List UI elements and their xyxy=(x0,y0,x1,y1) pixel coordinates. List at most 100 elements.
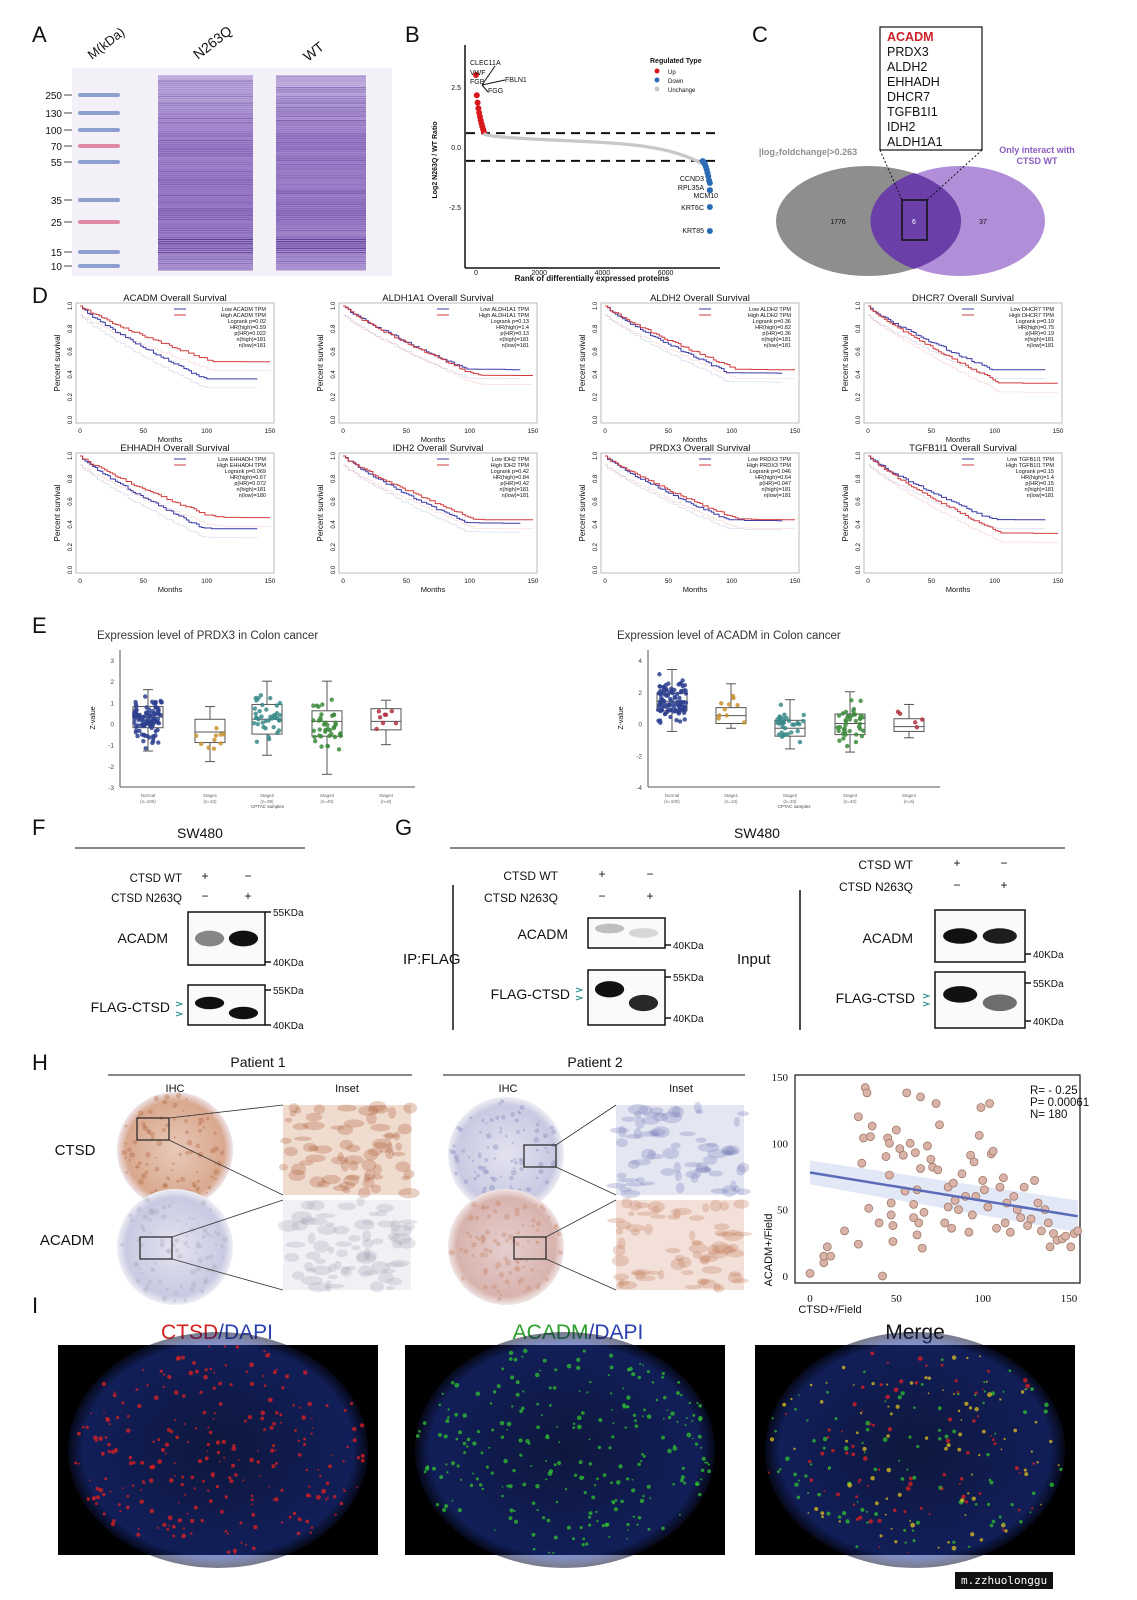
signal-speckle xyxy=(874,1501,879,1506)
signal-speckle xyxy=(167,1374,172,1380)
signal-speckle xyxy=(852,1384,855,1386)
inset-texture xyxy=(291,1211,313,1223)
signal-speckle xyxy=(509,1508,514,1513)
tissue-texture xyxy=(154,1208,160,1215)
tissue-texture xyxy=(140,1272,144,1275)
inset-texture xyxy=(713,1244,735,1255)
data-point xyxy=(674,718,679,723)
signal-speckle xyxy=(860,1507,865,1512)
stat-label: n(high)=181 xyxy=(236,487,266,493)
y-tick-label: 0.6 xyxy=(593,347,599,356)
data-point xyxy=(257,708,262,714)
signal-speckle xyxy=(212,1386,216,1390)
data-point xyxy=(311,728,317,733)
tissue-texture xyxy=(533,1137,540,1143)
data-point xyxy=(256,696,261,701)
signal-speckle xyxy=(1004,1529,1008,1533)
data-point xyxy=(836,713,842,718)
stat-label: HR(high)=1.4 xyxy=(496,325,529,331)
legend-label: Low PRDX3 TPM xyxy=(748,457,791,463)
signal-speckle xyxy=(911,1529,915,1532)
inset-texture xyxy=(677,1256,692,1268)
signal-speckle xyxy=(871,1382,875,1386)
signal-speckle xyxy=(93,1435,98,1440)
signal-speckle xyxy=(696,1402,699,1405)
signal-speckle xyxy=(303,1437,306,1441)
signal-speckle xyxy=(184,1493,187,1496)
group-n-label: (n=39) xyxy=(260,799,274,804)
y-tick-label: 50 xyxy=(777,1205,789,1217)
signal-speckle xyxy=(960,1477,964,1481)
signal-speckle xyxy=(585,1542,589,1546)
tissue-texture xyxy=(178,1152,183,1157)
signal-speckle xyxy=(612,1501,616,1505)
stat-label: n(high)=181 xyxy=(499,337,529,343)
signal-speckle xyxy=(531,1532,536,1537)
signal-speckle xyxy=(985,1380,988,1383)
data-point xyxy=(317,733,322,738)
y-axis-label: Percent survival xyxy=(316,334,325,391)
data-point xyxy=(909,1213,919,1223)
inset-texture xyxy=(681,1270,694,1276)
protein-band xyxy=(158,190,253,192)
signal-speckle xyxy=(944,1434,949,1439)
inset-texture xyxy=(403,1169,415,1179)
inset-texture xyxy=(339,1139,354,1150)
data-point xyxy=(665,708,671,713)
signal-speckle xyxy=(136,1532,141,1537)
inset-texture xyxy=(616,1280,637,1290)
signal-speckle xyxy=(299,1406,302,1409)
protein-band xyxy=(158,219,253,221)
data-point xyxy=(136,717,141,723)
signal-speckle xyxy=(542,1358,547,1363)
gene-list-item: ALDH2 xyxy=(887,60,927,74)
tissue-texture xyxy=(128,1158,132,1162)
tissue-texture xyxy=(187,1245,190,1249)
stat-label: Logrank p=0.36 xyxy=(753,319,791,325)
signal-speckle xyxy=(625,1404,630,1409)
y-tick-label: 4 xyxy=(638,658,642,665)
condition-label: CTSD WT xyxy=(503,869,558,883)
signal-speckle xyxy=(897,1395,902,1400)
condition-sign: + xyxy=(201,869,208,883)
signal-speckle xyxy=(631,1478,634,1481)
signal-speckle xyxy=(263,1428,266,1432)
inset-texture xyxy=(300,1276,323,1286)
data-point xyxy=(319,712,324,717)
signal-speckle xyxy=(190,1532,193,1535)
signal-speckle xyxy=(1019,1519,1023,1524)
signal-speckle xyxy=(903,1528,907,1532)
data-point xyxy=(1009,1191,1019,1201)
stat-label: HR(high)=1.4 xyxy=(1021,475,1054,481)
blot-label: FLAG-CTSD xyxy=(91,999,170,1015)
signal-speckle xyxy=(960,1419,963,1421)
data-point xyxy=(132,720,137,725)
signal-speckle xyxy=(1017,1508,1021,1512)
signal-speckle xyxy=(964,1401,969,1406)
tissue-texture xyxy=(150,1267,156,1273)
data-point xyxy=(150,740,155,746)
signal-speckle xyxy=(279,1413,283,1417)
signal-speckle xyxy=(164,1452,167,1455)
signal-speckle xyxy=(522,1482,527,1487)
protein-band xyxy=(158,153,253,155)
tissue-texture xyxy=(508,1286,511,1289)
stat-label: p(HR)=0.072 xyxy=(234,481,266,487)
signal-speckle xyxy=(588,1515,592,1519)
set-label-right: Only interact with xyxy=(999,145,1075,155)
signal-speckle xyxy=(271,1464,276,1469)
signal-speckle xyxy=(321,1488,327,1494)
y-axis-label: Percent survival xyxy=(578,334,587,391)
inset-texture xyxy=(386,1277,403,1286)
inset-texture xyxy=(627,1104,649,1115)
signal-speckle xyxy=(224,1495,228,1499)
protein-band xyxy=(276,106,366,109)
data-point xyxy=(724,713,729,718)
inset-texture xyxy=(670,1142,681,1149)
signal-speckle xyxy=(418,1430,421,1433)
tissue-texture xyxy=(120,1242,124,1246)
tissue-texture xyxy=(150,1210,156,1216)
signal-speckle xyxy=(173,1390,179,1395)
protein-band xyxy=(158,144,253,146)
signal-speckle xyxy=(622,1403,626,1408)
